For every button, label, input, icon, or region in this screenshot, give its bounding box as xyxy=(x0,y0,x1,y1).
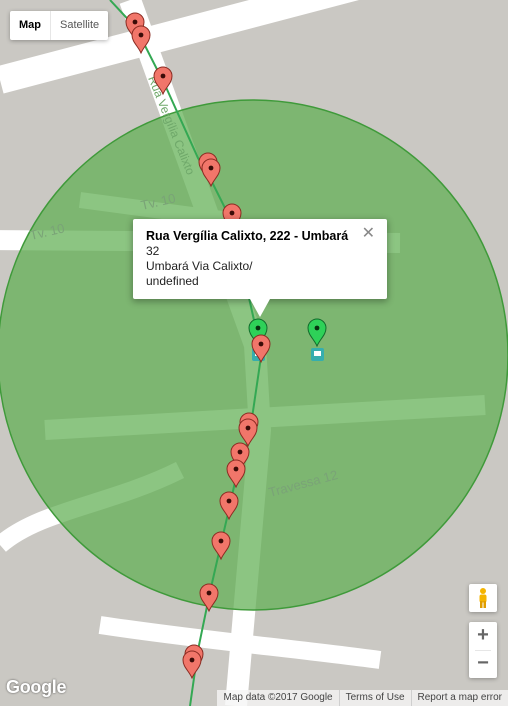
close-icon[interactable]: ✕ xyxy=(361,225,375,242)
map-type-satellite-button[interactable]: Satellite xyxy=(50,11,108,40)
map-data-text: Map data ©2017 Google xyxy=(223,692,333,703)
map-type-control: Map Satellite xyxy=(10,11,109,40)
terms-link[interactable]: Terms of Use xyxy=(338,690,411,706)
info-window-title: Rua Vergília Calixto, 222 - Umbará xyxy=(146,229,349,243)
pegman-button[interactable] xyxy=(469,584,497,612)
info-window-line-3: undefined xyxy=(146,274,199,288)
report-error-link[interactable]: Report a map error xyxy=(410,690,508,706)
info-window: Rua Vergília Calixto, 222 - Umbará ✕ 32 … xyxy=(133,219,387,317)
google-logo[interactable]: Google xyxy=(6,677,67,697)
pegman-icon xyxy=(479,588,487,608)
bus-stop-icon[interactable] xyxy=(311,348,324,361)
zoom-in-button[interactable]: + xyxy=(477,624,489,646)
zoom-divider xyxy=(475,650,491,651)
route-line xyxy=(109,0,264,706)
zoom-out-button[interactable]: − xyxy=(477,652,489,674)
info-window-tail xyxy=(250,299,270,317)
info-window-line-2: Umbará Via Calixto/ xyxy=(146,259,253,273)
map-type-map-button[interactable]: Map xyxy=(19,19,41,31)
info-window-line-1: 32 xyxy=(146,244,160,258)
main-road xyxy=(0,0,360,94)
attribution-bar: Map data ©2017 Google Terms of Use Repor… xyxy=(217,690,508,706)
zoom-control: + − xyxy=(469,622,497,678)
